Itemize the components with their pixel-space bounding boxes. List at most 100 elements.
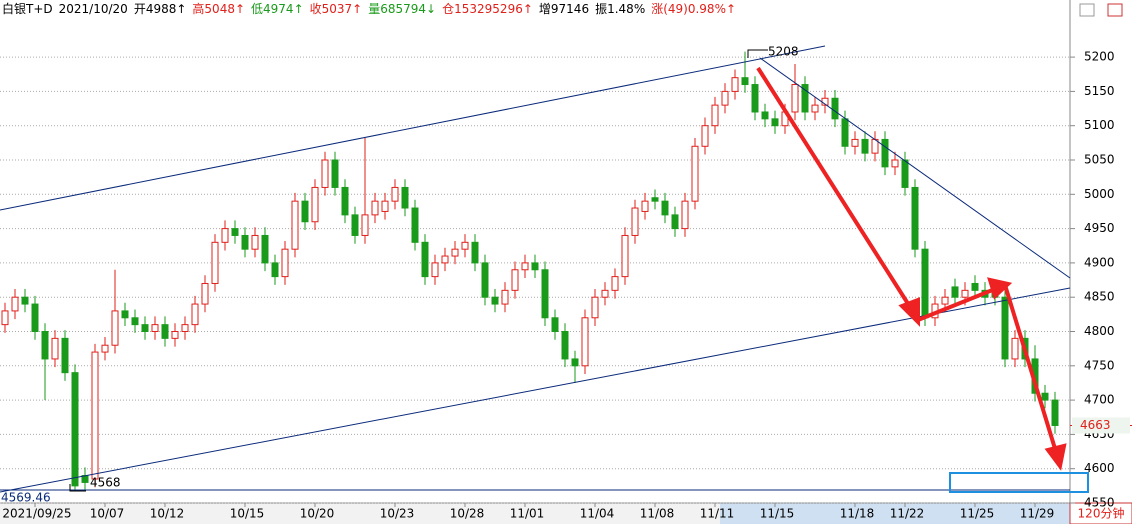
- y-tick-label: 5200: [1084, 50, 1115, 64]
- candle-body: [681, 200, 689, 230]
- candle-body: [41, 331, 49, 360]
- candle-body: [701, 125, 709, 147]
- drawings: [0, 45, 1089, 493]
- candle-body: [441, 255, 449, 264]
- arrow-head: [1044, 443, 1067, 471]
- candle-body: [241, 234, 249, 250]
- candle-body: [31, 303, 39, 333]
- candle-body: [581, 317, 589, 367]
- arrow-head: [898, 297, 920, 327]
- candle-body: [631, 207, 639, 236]
- candle-body: [401, 186, 409, 209]
- candle-body: [291, 200, 299, 250]
- y-tick-label: 4950: [1084, 221, 1115, 235]
- candle-body: [501, 289, 509, 305]
- header-field: 涨(49)0.98%↑: [651, 2, 737, 16]
- trend-line: [0, 45, 826, 211]
- candle-body: [521, 262, 529, 271]
- candle-body: [841, 118, 849, 147]
- y-tick-label: 4900: [1084, 255, 1115, 269]
- last-price-box: [1072, 417, 1130, 434]
- candle-body: [551, 317, 559, 333]
- x-tick-label: 11/29: [1020, 507, 1055, 521]
- candle-body: [131, 317, 139, 326]
- candle-body: [221, 228, 229, 243]
- header-field: 仓153295296↑: [442, 2, 533, 16]
- window-button[interactable]: [1079, 3, 1095, 17]
- candle-body: [471, 241, 479, 264]
- candle-body: [1011, 337, 1019, 360]
- x-tick-label: 10/28: [450, 507, 485, 521]
- candle-body: [461, 241, 469, 250]
- y-tick-label: 4600: [1084, 461, 1115, 475]
- header-field: 白银T+D: [2, 2, 53, 16]
- candle-body: [281, 248, 289, 278]
- candle-body: [881, 138, 889, 168]
- candle-body: [621, 234, 629, 278]
- x-tick-label: 10/12: [150, 507, 185, 521]
- candle-body: [961, 289, 969, 298]
- candle-body: [141, 324, 149, 333]
- candle-body: [231, 228, 239, 236]
- period-label[interactable]: 120分钟: [1078, 506, 1125, 521]
- candle-body: [741, 77, 749, 86]
- candle-body: [861, 138, 869, 154]
- candle-body: [721, 90, 729, 106]
- candle-body: [181, 324, 189, 333]
- x-tick-label: 11/15: [760, 507, 795, 521]
- candle-body: [331, 159, 339, 188]
- candle-body: [121, 310, 129, 319]
- y-tick-label: 5050: [1084, 153, 1115, 167]
- x-tick-label: 11/25: [960, 507, 995, 521]
- candle-body: [1001, 296, 1009, 360]
- candle-body: [431, 262, 439, 278]
- header-field: 振1.48%: [595, 2, 646, 16]
- arrow: [756, 66, 914, 312]
- y-tick-label: 4550: [1084, 496, 1115, 510]
- candle-body: [91, 351, 99, 480]
- candle-body: [711, 104, 719, 127]
- candle-body: [251, 234, 259, 250]
- candle-body: [851, 138, 859, 147]
- x-tick-label: 2021/09/25: [2, 507, 71, 521]
- candle-body: [761, 111, 769, 120]
- candle-body: [51, 337, 59, 360]
- y-tick-label: 5150: [1084, 84, 1115, 98]
- candle-body: [111, 310, 119, 346]
- candle-body: [381, 200, 389, 212]
- candle-body: [191, 303, 199, 326]
- window-button[interactable]: [1107, 3, 1123, 17]
- arrow-head: [987, 277, 1013, 300]
- trend-line: [0, 287, 1071, 493]
- candle-body: [361, 214, 369, 236]
- candle-body: [951, 286, 959, 298]
- candle-body: [891, 159, 899, 168]
- candle-body: [1051, 399, 1059, 426]
- header: 白银T+D 2021/10/20 开4988↑ 高5048↑ 低4974↑ 收5037↑ 量…: [2, 0, 736, 18]
- candle-body: [101, 344, 109, 353]
- header-field: 高5048↑: [192, 2, 246, 16]
- x-tick-label: 10/07: [90, 507, 125, 521]
- x-tick-label: 11/18: [840, 507, 875, 521]
- candle-body: [541, 269, 549, 319]
- candle-body: [901, 159, 909, 188]
- candle-body: [811, 104, 819, 113]
- candle-body: [411, 207, 419, 243]
- candle-body: [151, 324, 159, 333]
- candle-body: [391, 186, 399, 202]
- candle-body: [941, 296, 949, 305]
- candle-body: [211, 241, 219, 284]
- period-box[interactable]: [1069, 502, 1132, 524]
- candle-body: [661, 200, 669, 216]
- last-price-label: 4663: [1080, 418, 1111, 432]
- candle-body: [831, 97, 839, 120]
- x-tick-label: 10/20: [300, 507, 335, 521]
- arrow: [1003, 284, 1058, 453]
- candle-body: [321, 159, 329, 188]
- y-tick-label: 5100: [1084, 118, 1115, 132]
- candle-body: [801, 84, 809, 113]
- header-field: 量685794↓: [368, 2, 437, 16]
